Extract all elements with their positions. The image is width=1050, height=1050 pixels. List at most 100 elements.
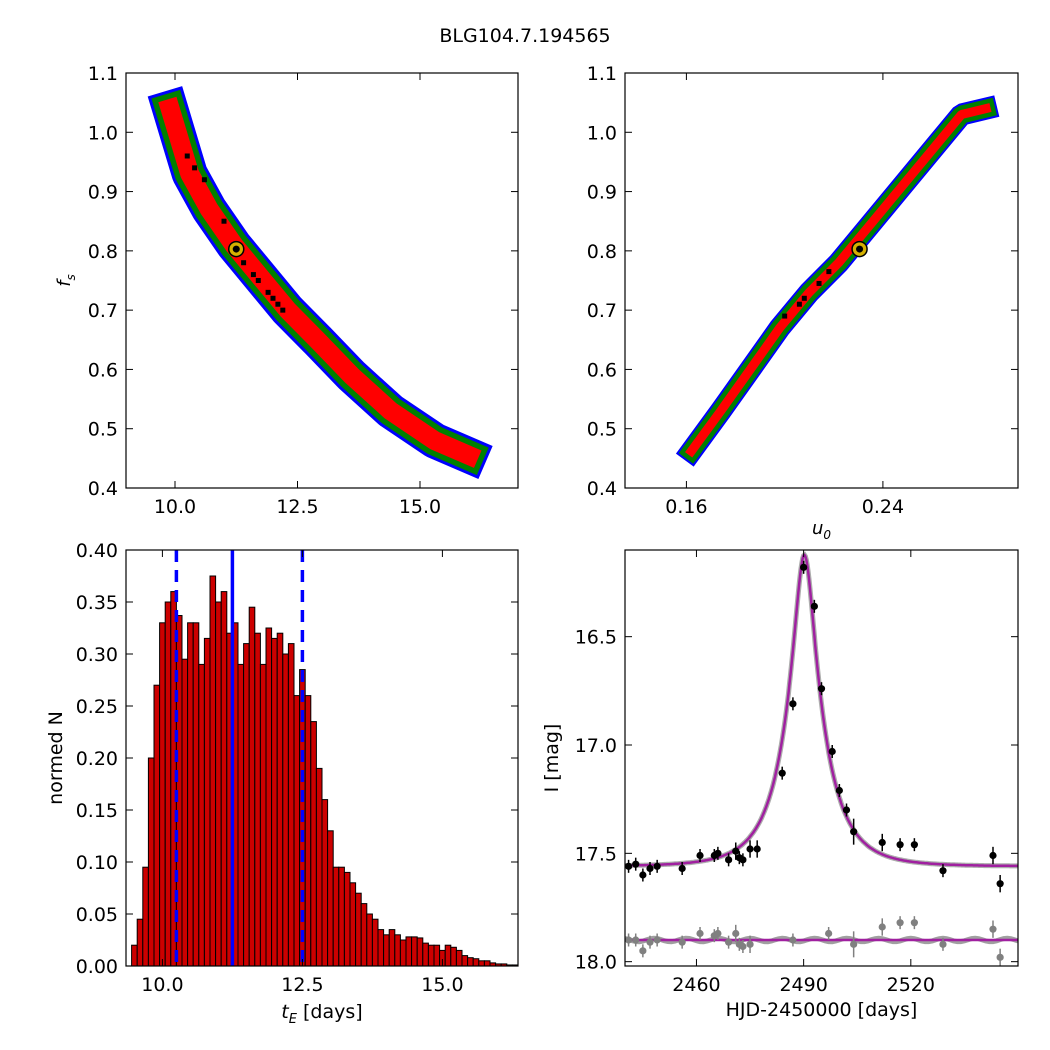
secondary-point (625, 936, 633, 944)
histogram-bar (467, 957, 474, 966)
y-tick-label: 0.5 (587, 419, 617, 441)
histogram-bar (411, 936, 418, 966)
histogram-bar (360, 903, 368, 966)
y-tick-label: 0.35 (76, 592, 118, 614)
y-axis-label: fs (54, 274, 78, 287)
histogram-bar (147, 757, 155, 966)
histogram-bar (142, 866, 149, 966)
primary-point (989, 851, 997, 860)
histogram-bar (388, 929, 396, 966)
primary-point (810, 602, 818, 610)
histogram-bar (198, 663, 205, 966)
sample-point (184, 153, 190, 159)
x-tick-label: 2520 (887, 974, 935, 996)
x-axis-label-sub: E (289, 1012, 298, 1027)
y-tick-label: 18.0 (575, 952, 617, 974)
x-tick-label: 2490 (779, 974, 827, 996)
histogram-bar (136, 918, 144, 966)
y-tick-label: 0.15 (76, 800, 118, 822)
histogram-bar (243, 643, 250, 966)
primary-point (746, 845, 754, 853)
histogram-bar (371, 918, 379, 966)
primary-point (778, 769, 786, 777)
histogram-bar (321, 799, 329, 966)
histogram-bar (416, 937, 424, 966)
confidence-region (158, 96, 482, 468)
histogram-bar (282, 653, 289, 966)
y-tick-label: 0.8 (587, 241, 617, 263)
primary-point (646, 864, 654, 873)
x-tick-label: 0.24 (862, 496, 904, 518)
y-tick-label: 0.9 (587, 182, 617, 204)
primary-point (632, 860, 640, 868)
primary-point (725, 856, 733, 864)
histogram-bar (287, 643, 295, 966)
secondary-point (646, 938, 654, 946)
light-curve-plot (625, 551, 1018, 966)
y-tick-label: 0.6 (587, 359, 617, 381)
sample-point (270, 295, 276, 301)
histogram-bar (366, 913, 373, 966)
y-tick-label: 0.25 (76, 696, 118, 718)
light-curve-panel: 2460 2490 2520 16.5 17.0 17.5 18.0 I [mag] HJD-2… (541, 549, 1019, 1021)
te-histogram-panel: 10.0 12.5 15.0 0.00 0.05 0.10 0.15 0.20 0.25 0.30… (45, 540, 519, 1027)
y-tick-label: 0.20 (76, 748, 118, 770)
histogram-bar (192, 622, 200, 966)
secondary-point (696, 929, 704, 938)
secondary-point (896, 919, 904, 927)
x-axis-label: tE [days] (281, 1001, 362, 1027)
histogram-bar (332, 866, 340, 966)
secondary-point (639, 947, 647, 955)
x-tick-label: 10.0 (154, 496, 196, 518)
histogram-bar (293, 695, 301, 966)
heatmap-cells (147, 86, 493, 480)
secondary-point (939, 940, 947, 948)
histogram-bar (131, 944, 138, 966)
best-fit-center (232, 245, 240, 253)
primary-point (817, 685, 826, 693)
histogram-bar (209, 575, 217, 966)
x-axis-label-unit: [days] (297, 1001, 363, 1023)
sample-point (201, 177, 207, 183)
x-axis-label-symbol: t (281, 1001, 290, 1023)
histogram-bar (517, 964, 518, 966)
histogram-bar (203, 637, 211, 966)
secondary-point (850, 940, 858, 948)
y-tick-label: 0.4 (88, 478, 118, 500)
histogram-bar (310, 721, 317, 966)
primary-point (939, 867, 947, 875)
primary-point (625, 862, 633, 870)
histogram-bar (433, 944, 441, 966)
y-tick-label: 17.5 (575, 843, 617, 865)
histogram-bar (478, 960, 485, 966)
sample-point (816, 280, 822, 286)
y-tick-label: 1.1 (88, 63, 118, 85)
primary-point (732, 847, 740, 855)
y-tick-label: 0.5 (88, 419, 118, 441)
y-tick-label: 0.7 (88, 300, 118, 322)
histogram-bar (237, 663, 245, 966)
secondary-point (678, 938, 686, 946)
confidence-region (678, 97, 997, 464)
sample-point (280, 307, 286, 313)
primary-point (714, 849, 722, 857)
histogram-bar (427, 944, 435, 966)
primary-point (639, 871, 647, 879)
secondary-point (732, 929, 740, 938)
y-tick-label: 0.4 (587, 478, 617, 500)
primary-point (896, 841, 904, 849)
histogram-bar (338, 866, 345, 966)
y-tick-label: 0.8 (88, 241, 118, 263)
primary-point (878, 838, 886, 847)
histogram-bar (254, 632, 261, 966)
histogram-bar (483, 960, 491, 966)
histogram-bar (153, 684, 161, 966)
x-tick-label: 15.0 (399, 496, 441, 518)
histogram-bar (450, 946, 457, 966)
y-tick-label: 1.1 (587, 63, 617, 85)
histogram-bar (265, 627, 273, 966)
secondary-point (910, 919, 918, 927)
y-axis-label: I [mag] (541, 724, 563, 793)
x-axis-label: u0 (812, 518, 831, 542)
